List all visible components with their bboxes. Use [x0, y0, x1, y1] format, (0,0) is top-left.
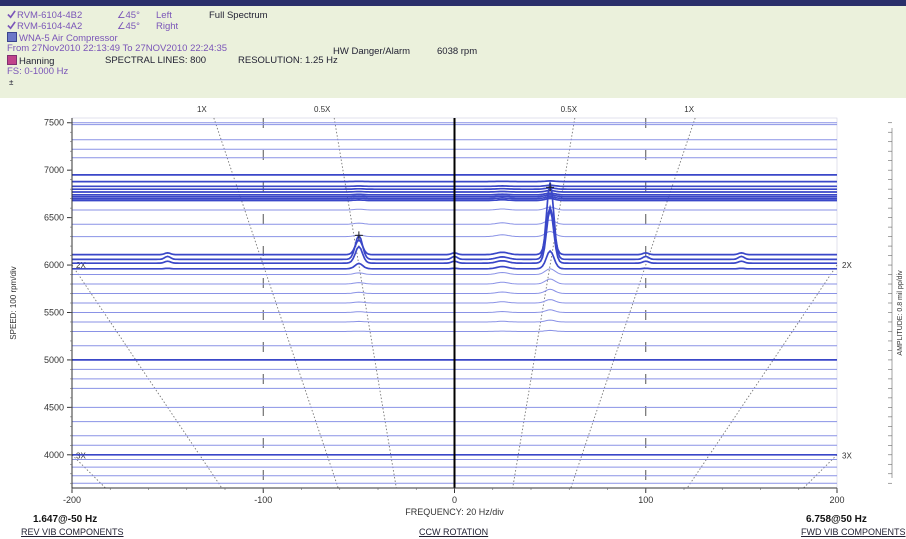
machine-icon [7, 32, 17, 42]
x-tick-label: 100 [638, 495, 653, 505]
zoom-mark: ± [9, 78, 14, 87]
rev-components-label: REV VIB COMPONENTS [21, 527, 124, 537]
fwd-peak-value: 6.758@50 Hz [806, 514, 867, 525]
window-label: Hanning [7, 55, 54, 67]
checkmark-icon [7, 10, 16, 19]
channel-1-angle: ∠45° [117, 10, 140, 21]
order-label: 3X [842, 452, 852, 461]
x-axis-title: FREQUENCY: 20 Hz/div [405, 507, 504, 517]
frequency-span: FS: 0-1000 Hz [7, 66, 69, 77]
plot-type: Full Spectrum [209, 10, 268, 21]
order-label: 0.5X [561, 105, 578, 114]
cascade-plot: 1X 0.5X 0.5X 1X 2X 2X 3X 3X 4000 4500 5000 5500 6000… [9, 105, 904, 517]
y-tick-label: 4000 [44, 450, 64, 460]
order-line [803, 454, 838, 489]
time-range: From 27Nov2010 22:13:49 To 27NOV2010 22:… [7, 43, 228, 54]
alarm-label: HW Danger/Alarm [333, 46, 411, 57]
amplitude-axis-title: AMPLITUDE: 0.8 mil pp/div [897, 270, 904, 356]
title-bar [0, 0, 906, 6]
y-tick-label: 6000 [44, 260, 64, 270]
order-line [333, 117, 397, 489]
order-label: 2X [842, 261, 852, 270]
order-label: 2X [76, 261, 86, 270]
channel-1-label: RVM-6104-4B2 [7, 10, 82, 21]
rev-peak-value: 1.647@-50 Hz [33, 514, 98, 525]
channel-1-side: Left [156, 10, 172, 21]
y-tick-label: 5500 [44, 307, 64, 317]
y-axis-title: SPEED: 100 rpm/div [9, 266, 18, 339]
machine-label: WNA-5 Air Compressor [7, 32, 118, 44]
order-line [512, 117, 576, 489]
x-tick-label: -200 [63, 495, 81, 505]
y-tick-label: 4500 [44, 402, 64, 412]
order-line [71, 264, 223, 489]
rotation-label: CCW ROTATION [419, 527, 489, 537]
order-label: 1X [684, 105, 694, 114]
fwd-components-label: FWD VIB COMPONENTS [801, 527, 906, 537]
channel-2-side: Right [156, 21, 179, 32]
x-tick-label: 0 [452, 495, 457, 505]
window-name: Hanning [19, 56, 55, 67]
x-tick-label: -100 [254, 495, 272, 505]
y-tick-label: 7500 [44, 118, 64, 128]
y-tick-label: 6500 [44, 213, 64, 223]
plot-header: RVM-6104-4B2 ∠45° Left Full Spectrum RVM… [0, 6, 906, 98]
rpm-value: 6038 rpm [437, 46, 478, 57]
order-label: 3X [76, 452, 86, 461]
y-tick-label: 5000 [44, 355, 64, 365]
order-label: 1X [197, 105, 207, 114]
channel-2-angle: ∠45° [117, 21, 140, 32]
spectral-lines: SPECTRAL LINES: 800 [105, 55, 207, 66]
order-line [686, 264, 838, 489]
channel-1-name: RVM-6104-4B2 [17, 10, 83, 21]
order-line [71, 454, 106, 489]
resolution: RESOLUTION: 1.25 Hz [238, 55, 338, 66]
checkmark-icon [7, 21, 16, 30]
channel-2-label: RVM-6104-4A2 [7, 21, 82, 32]
window-icon [7, 55, 17, 65]
machine-name: WNA-5 Air Compressor [19, 33, 118, 44]
channel-2-name: RVM-6104-4A2 [17, 21, 83, 32]
y-tick-label: 7000 [44, 165, 64, 175]
order-label: 0.5X [314, 105, 331, 114]
x-tick-label: 200 [829, 495, 844, 505]
